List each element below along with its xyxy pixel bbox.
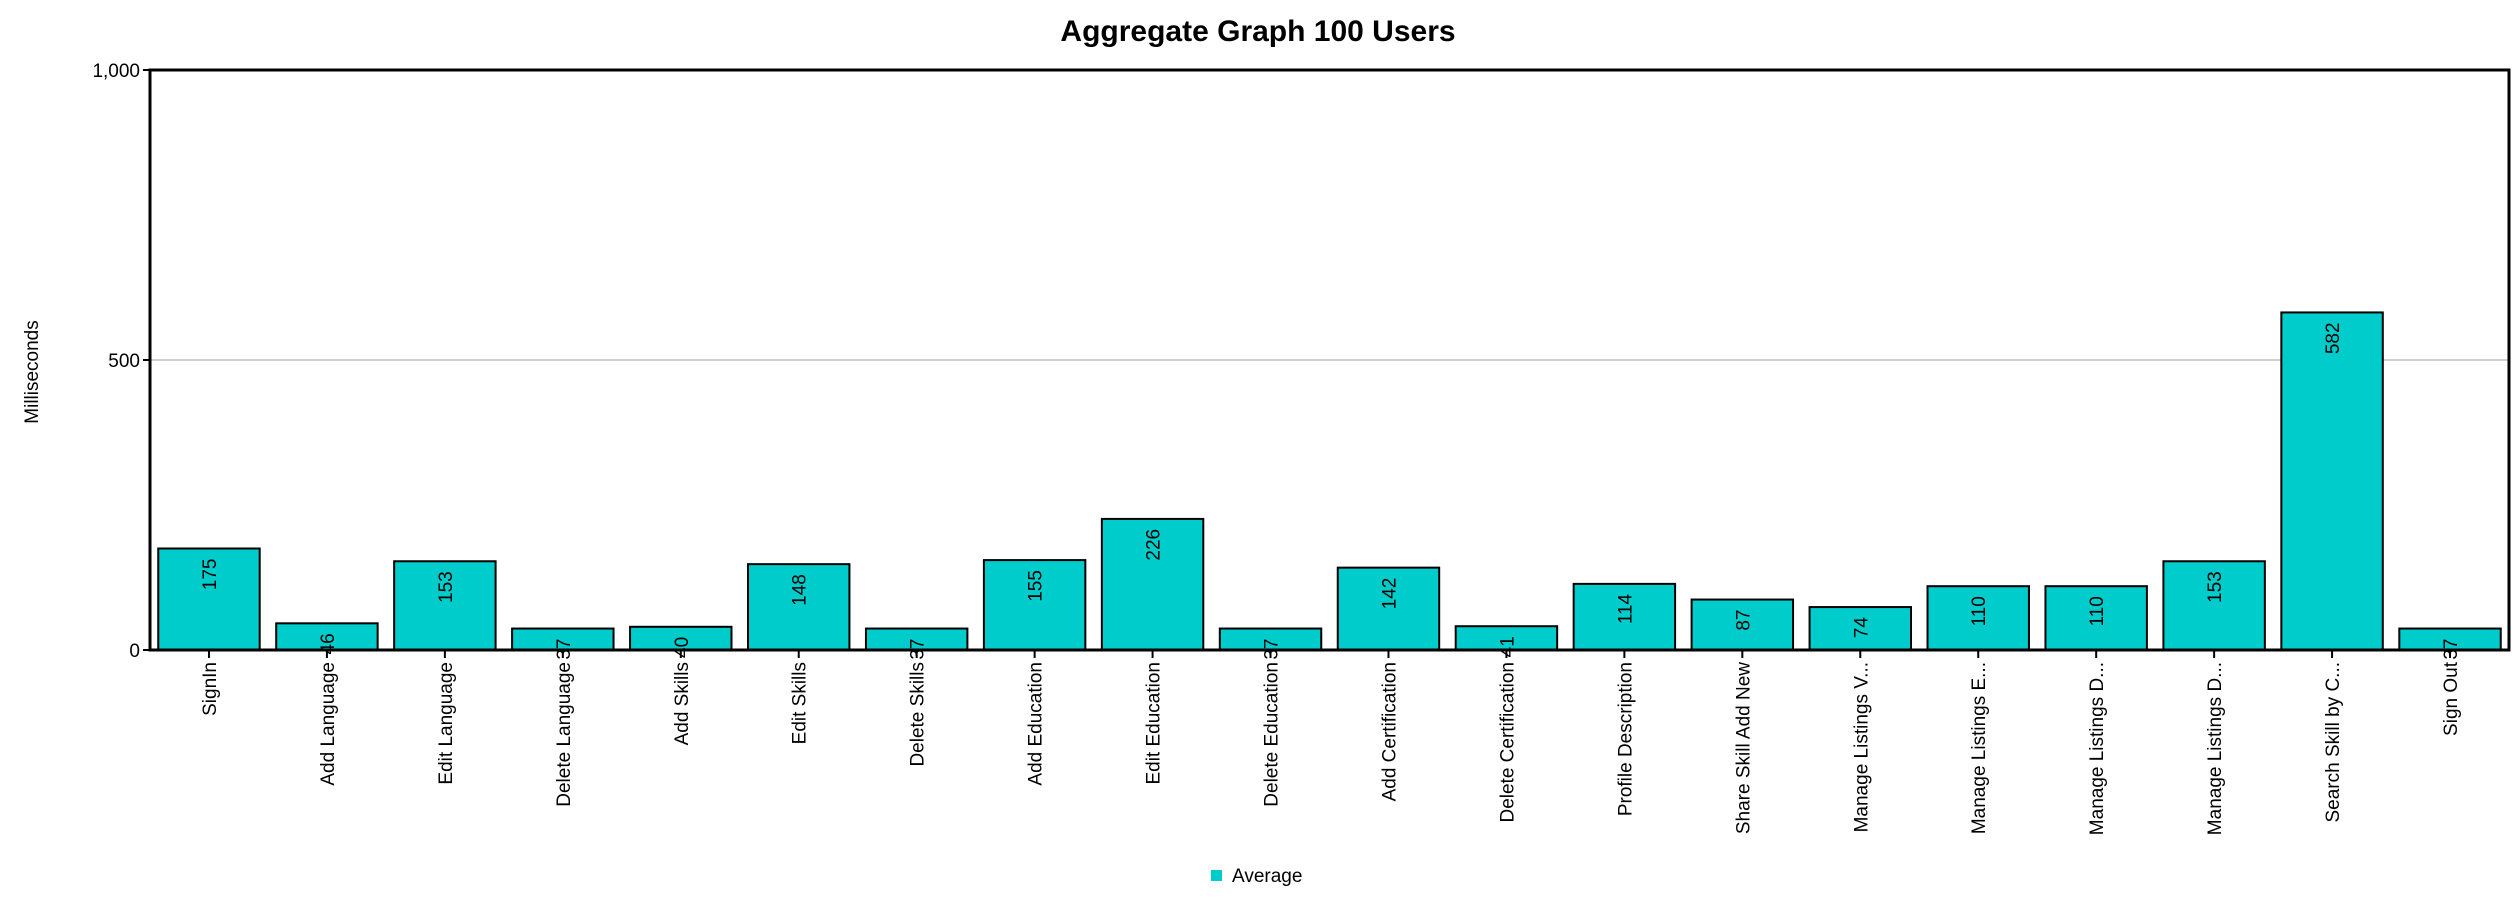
x-tick-label: Delete Skills bbox=[908, 662, 929, 767]
legend: Average bbox=[1211, 866, 1302, 887]
bar-value-label: 153 bbox=[436, 571, 457, 603]
legend-label-average: Average bbox=[1232, 866, 1302, 887]
x-tick-label: Edit Education bbox=[1144, 662, 1165, 785]
x-tick-label: Manage Listings E... bbox=[1969, 662, 1990, 834]
bar bbox=[2162, 560, 2266, 652]
bar bbox=[1100, 517, 1205, 651]
bar-value-label: 41 bbox=[1497, 636, 1518, 657]
bar-value-label: 226 bbox=[1144, 529, 1165, 561]
bar-value-label: 110 bbox=[2087, 596, 2108, 626]
bar-value-labels: 175 46 153 37 40 148 37 155 226 37 142 41 114 87 74 110… bbox=[200, 322, 2462, 659]
bar-value-label: 74 bbox=[1851, 617, 1872, 639]
chart-title: Aggregate Graph 100 Users bbox=[1060, 15, 1455, 48]
x-tick-label: SignIn bbox=[200, 662, 221, 716]
bar bbox=[747, 563, 851, 651]
x-tick-label: Manage Listings D... bbox=[2205, 662, 2226, 835]
bar bbox=[2044, 585, 2148, 652]
x-tick-label: Add Education bbox=[1026, 662, 1047, 786]
legend-swatch-average bbox=[1211, 870, 1222, 881]
bar bbox=[275, 622, 379, 652]
x-tick-label: Sign Out bbox=[2441, 661, 2462, 736]
bar-value-label: 46 bbox=[318, 633, 339, 654]
bar-value-label: 37 bbox=[554, 639, 575, 660]
y-tick-label: 500 bbox=[108, 351, 140, 372]
bar-value-label: 175 bbox=[200, 559, 221, 591]
bar bbox=[1690, 598, 1795, 651]
bar-value-label: 37 bbox=[2441, 639, 2462, 660]
x-tick-label: Edit Language bbox=[436, 662, 457, 785]
y-tick-label: 1,000 bbox=[92, 61, 140, 82]
bar-value-label: 153 bbox=[2205, 571, 2226, 603]
x-tick-label: Profile Description bbox=[1615, 662, 1636, 816]
bar-value-label: 155 bbox=[1026, 570, 1047, 602]
bar bbox=[982, 559, 1087, 651]
bar bbox=[1808, 606, 1912, 652]
bar-value-label: 114 bbox=[1615, 593, 1636, 624]
x-axis-ticks: SignIn Add Language Edit Language Delete La… bbox=[200, 650, 2462, 835]
bar-value-label: 37 bbox=[908, 639, 929, 660]
bar-value-label: 148 bbox=[790, 574, 811, 606]
x-tick-label: Delete Certification bbox=[1497, 662, 1518, 823]
bar-value-label: 87 bbox=[1733, 610, 1754, 631]
bar bbox=[2280, 311, 2384, 651]
x-tick-label: Manage Listings V... bbox=[1851, 662, 1872, 832]
y-axis-label: Milliseconds bbox=[22, 320, 43, 423]
x-tick-label: Add Certification bbox=[1379, 662, 1400, 801]
y-tick-label: 0 bbox=[129, 641, 140, 662]
x-tick-label: Share Skill Add New bbox=[1733, 662, 1754, 834]
bar-value-label: 40 bbox=[672, 637, 693, 658]
bar-value-label: 142 bbox=[1379, 578, 1400, 610]
x-tick-label: Search Skill by C... bbox=[2323, 662, 2344, 823]
x-tick-label: Manage Listings D... bbox=[2087, 662, 2108, 835]
x-tick-label: Add Language bbox=[318, 662, 339, 786]
bars-group bbox=[157, 311, 2502, 652]
x-tick-label: Add Skills bbox=[672, 662, 693, 745]
x-tick-label: Edit Skills bbox=[790, 662, 811, 744]
bar bbox=[1336, 566, 1441, 652]
bar bbox=[1926, 585, 2030, 652]
x-tick-label: Delete Language bbox=[554, 662, 575, 807]
y-axis-ticks: 0 500 1,000 bbox=[92, 61, 150, 662]
x-tick-label: Delete Education bbox=[1262, 662, 1283, 807]
bar-value-label: 110 bbox=[1969, 596, 1990, 626]
bar-value-label: 37 bbox=[1262, 639, 1283, 660]
bar-value-label: 582 bbox=[2323, 322, 2344, 354]
